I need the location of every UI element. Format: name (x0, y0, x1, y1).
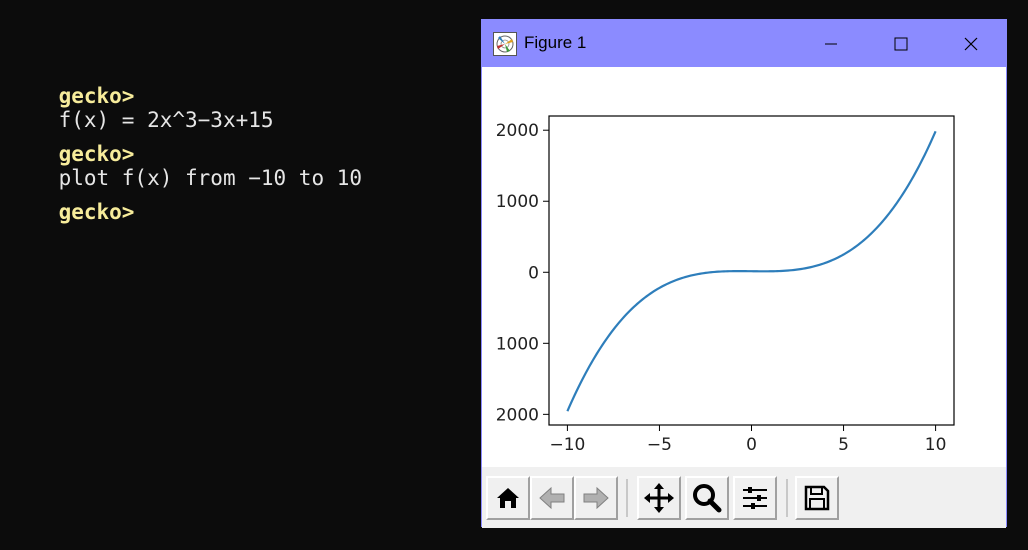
zoom-icon (693, 484, 722, 513)
terminal-line: gecko> plot f(x) from −10 to 10 (8, 118, 362, 214)
x-tick-label: 5 (838, 435, 849, 455)
y-tick-label: 0 (528, 263, 539, 283)
pan-icon (644, 483, 674, 513)
figure-window: Figure 1 −10 −5 0 5 10 2000 1000 0 1000 2000 (481, 19, 1007, 528)
terminal-prompt: gecko> (58, 84, 135, 108)
forward-icon (583, 486, 609, 510)
navigation-toolbar (482, 467, 1006, 528)
save-icon (804, 485, 830, 511)
home-button[interactable] (486, 476, 530, 520)
matplotlib-app-icon (493, 32, 517, 56)
toolbar-separator (626, 479, 628, 517)
close-button[interactable] (936, 20, 1006, 67)
plot-canvas[interactable]: −10 −5 0 5 10 2000 1000 0 1000 2000 (482, 67, 1006, 467)
minimize-button[interactable] (796, 20, 866, 67)
series-line (566, 130, 937, 412)
y-tick-label: 2000 (496, 405, 539, 425)
chart-series (566, 130, 937, 412)
window-title: Figure 1 (524, 33, 587, 52)
toolbar-separator (786, 479, 788, 517)
terminal-line: gecko> f(x) = 2x^3−3x+15 (8, 60, 274, 156)
y-axis-ticks: 2000 1000 0 1000 2000 (496, 121, 549, 425)
pan-button[interactable] (637, 476, 681, 520)
maximize-icon (894, 37, 908, 50)
x-tick-label: −10 (549, 435, 585, 455)
x-tick-label: 0 (746, 435, 757, 455)
terminal[interactable]: gecko> f(x) = 2x^3−3x+15 gecko> plot f(x… (0, 0, 480, 550)
terminal-prompt: gecko> (58, 142, 135, 166)
forward-button[interactable] (574, 476, 618, 520)
zoom-button[interactable] (685, 476, 729, 520)
back-icon (539, 486, 565, 510)
y-tick-label: 2000 (496, 121, 539, 141)
terminal-line[interactable]: gecko> (8, 176, 135, 272)
terminal-prompt: gecko> (58, 200, 135, 224)
configure-subplots-button[interactable] (733, 476, 777, 520)
minimize-icon (825, 43, 837, 44)
maximize-button[interactable] (866, 20, 936, 67)
save-button[interactable] (795, 476, 839, 520)
y-tick-label: 1000 (496, 334, 539, 354)
line-chart: −10 −5 0 5 10 2000 1000 0 1000 2000 (496, 115, 955, 455)
window-titlebar[interactable]: Figure 1 (482, 20, 1006, 67)
x-tick-label: 10 (925, 435, 947, 455)
back-button[interactable] (530, 476, 574, 520)
configure-subplots-icon (743, 487, 767, 509)
terminal-command: f(x) = 2x^3−3x+15 (58, 108, 274, 132)
terminal-command: plot f(x) from −10 to 10 (58, 166, 363, 190)
close-icon (964, 37, 978, 50)
home-icon (497, 488, 519, 508)
y-tick-label: 1000 (496, 192, 539, 212)
x-tick-label: −5 (647, 435, 672, 455)
x-axis-ticks: −10 −5 0 5 10 (549, 425, 946, 455)
